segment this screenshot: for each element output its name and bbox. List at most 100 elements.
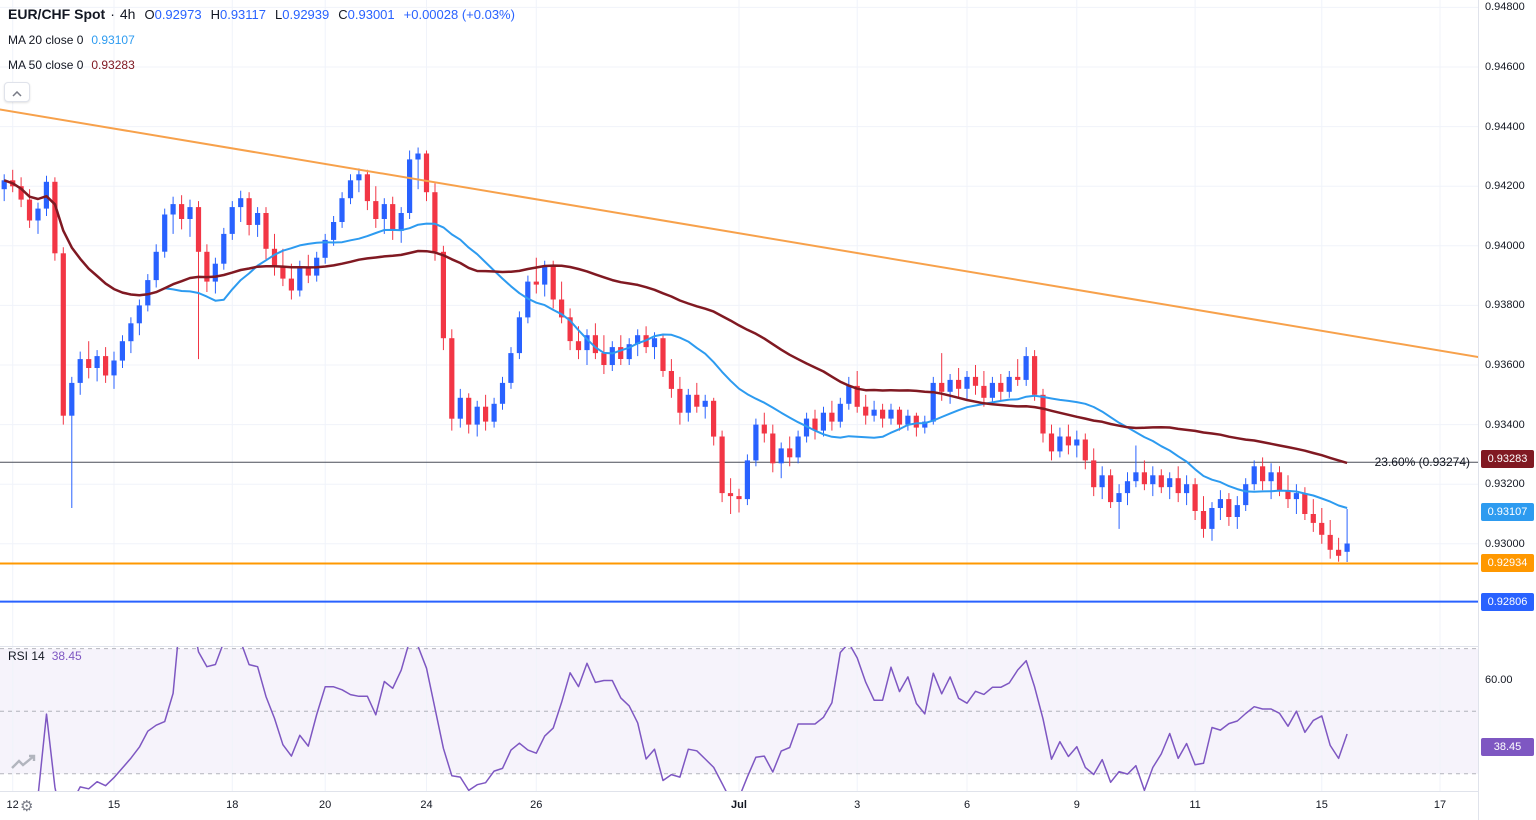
candle — [1285, 490, 1291, 500]
candle — [1302, 493, 1308, 514]
candle — [888, 409, 894, 419]
candle — [398, 213, 404, 231]
candle — [685, 394, 691, 413]
candle — [499, 382, 506, 404]
candle — [474, 406, 480, 425]
candle — [35, 208, 41, 221]
candle — [69, 382, 75, 416]
candle — [162, 214, 168, 252]
candle — [195, 207, 202, 252]
candle — [86, 359, 92, 368]
title-separator: · — [110, 6, 115, 22]
low-label: L — [275, 7, 283, 22]
price-pane[interactable] — [0, 0, 1478, 646]
candle — [339, 198, 345, 222]
candle — [803, 418, 810, 437]
candle — [229, 207, 235, 234]
pane-divider-bottom[interactable] — [0, 791, 1536, 792]
candle — [1040, 394, 1046, 434]
candle — [947, 379, 953, 392]
trendline[interactable] — [0, 108, 1478, 359]
candle — [77, 359, 83, 383]
candle — [18, 186, 24, 200]
candle — [449, 338, 455, 419]
candle — [111, 360, 117, 376]
candle — [331, 222, 337, 240]
candle — [770, 433, 776, 464]
price-tick-label: 0.93400 — [1485, 418, 1525, 431]
candle — [1023, 356, 1029, 380]
ma20-label[interactable]: MA 20 close 0 — [8, 33, 84, 47]
price-badge: 0.92934 — [1481, 554, 1534, 573]
price-tick-label: 0.94800 — [1485, 1, 1525, 14]
candle — [516, 317, 522, 354]
price-tick-label: 0.94000 — [1485, 239, 1525, 252]
candle — [390, 204, 396, 231]
time-tick-label: 18 — [226, 799, 239, 811]
fib-level-label[interactable]: 23.60% (0.93274) — [1374, 455, 1470, 470]
candle — [457, 397, 463, 419]
candle — [609, 347, 615, 365]
ma50-line[interactable] — [3, 179, 1348, 465]
price-tick-label: 0.93800 — [1485, 299, 1525, 312]
candle — [736, 496, 742, 500]
rsi-line[interactable] — [13, 647, 1348, 791]
candle — [880, 409, 886, 419]
candle — [170, 204, 176, 215]
open-label: O — [144, 7, 155, 22]
tradingview-logo[interactable] — [10, 754, 38, 777]
legend-collapse-button[interactable] — [4, 82, 30, 102]
pane-divider[interactable] — [0, 646, 1536, 647]
settings-gear-icon[interactable]: ⚙ — [20, 798, 34, 815]
ma20-line[interactable] — [3, 179, 1348, 509]
candle — [381, 204, 387, 219]
candle — [542, 266, 548, 285]
candle — [271, 248, 278, 267]
candle — [246, 198, 252, 225]
candle — [1091, 460, 1097, 488]
price-tick-label: 0.94200 — [1485, 180, 1525, 193]
candle — [550, 266, 556, 300]
rsi-label[interactable]: RSI 14 — [8, 649, 45, 663]
candle — [415, 153, 421, 160]
interval-label[interactable]: 4h — [119, 6, 136, 22]
ma20-value: 0.93107 — [91, 33, 135, 47]
time-axis[interactable]: 12 15 18 20 24 26 Jul 3 6 9 11 15 17 — [0, 792, 1478, 820]
candle — [719, 436, 725, 494]
candle — [1032, 356, 1038, 395]
ma50-row: MA 50 close 0 0.93283 — [8, 56, 515, 73]
candle — [1057, 436, 1063, 452]
candle — [618, 347, 624, 359]
candle — [1327, 534, 1333, 550]
candle — [432, 192, 438, 252]
candle — [356, 174, 362, 181]
candle — [1184, 484, 1190, 494]
candle — [1293, 493, 1299, 500]
price-tick-label: 0.93000 — [1485, 537, 1525, 550]
candle — [1133, 472, 1139, 482]
candle — [981, 385, 987, 398]
candle — [660, 338, 666, 371]
candle — [1150, 475, 1156, 485]
candle — [694, 394, 700, 407]
candle — [559, 299, 565, 318]
candle — [373, 201, 379, 219]
candle — [972, 376, 979, 386]
candle — [956, 379, 962, 389]
price-axis[interactable]: 0.94800 0.94600 0.94400 0.94200 0.94000 0.938… — [1478, 0, 1536, 820]
candle — [964, 376, 970, 389]
time-tick-label: 9 — [1073, 799, 1080, 811]
candle — [364, 174, 370, 202]
symbol-title[interactable]: EUR/CHF Spot — [8, 6, 106, 22]
candle — [128, 323, 134, 342]
candle — [423, 153, 430, 193]
rsi-pane[interactable] — [0, 647, 1478, 791]
candle — [1336, 549, 1342, 556]
candle — [407, 159, 413, 213]
candle — [187, 207, 193, 219]
time-tick-label: 24 — [420, 799, 433, 811]
candle — [221, 233, 227, 264]
candle — [1234, 505, 1240, 517]
ma50-label[interactable]: MA 50 close 0 — [8, 58, 84, 72]
candle — [711, 400, 717, 437]
